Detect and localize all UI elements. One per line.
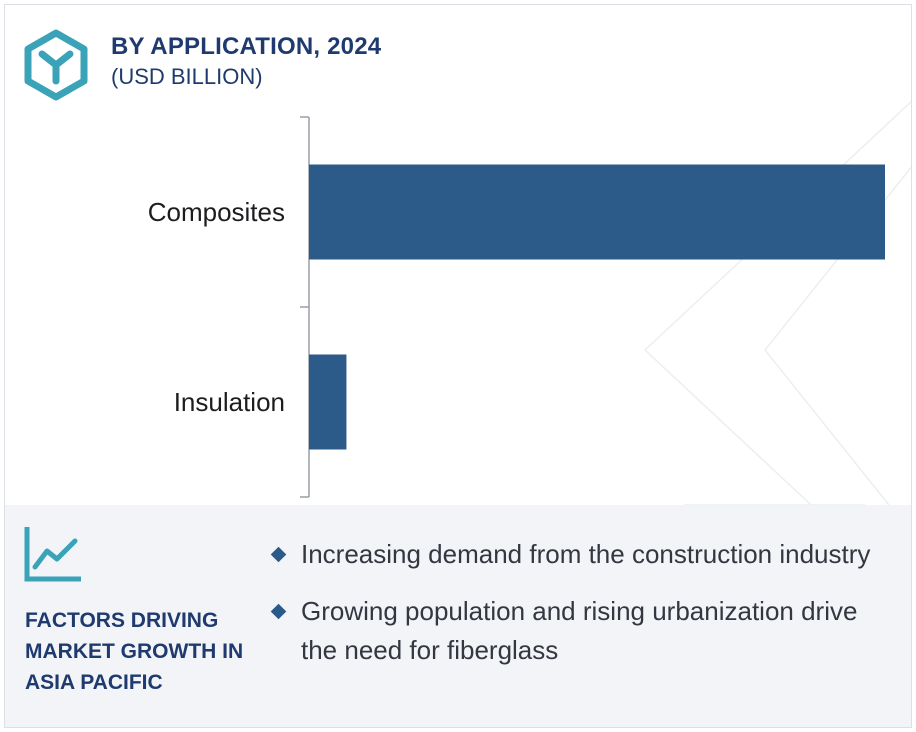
diamond-bullet-icon [270,546,287,563]
chart-subtitle: (USD BILLION) [111,64,263,89]
bar-insulation [309,354,347,450]
factors-panel: FACTORS DRIVING MARKET GROWTH IN ASIA PA… [5,505,911,727]
category-label-insulation: Insulation [174,387,285,417]
list-item: Growing population and rising urbanizati… [267,592,897,670]
diamond-bullet-icon [270,603,287,620]
factors-heading: FACTORS DRIVING MARKET GROWTH IN ASIA PA… [25,609,244,694]
bullet-text: Increasing demand from the construction … [301,539,871,569]
chart-title: BY APPLICATION, 2024 [111,33,382,60]
list-item: Increasing demand from the construction … [267,535,897,574]
trend-line-chart-icon [24,527,81,582]
bullet-text: Growing population and rising urbanizati… [301,596,858,665]
cube-y-logo-icon [24,29,88,101]
bar-chart: Composites Insulation [148,116,885,498]
factors-list: Increasing demand from the construction … [267,535,897,688]
infographic-card: BY APPLICATION, 2024 (USD BILLION) Compo… [4,4,912,728]
bar-composites [309,164,885,260]
category-label-composites: Composites [148,197,285,227]
